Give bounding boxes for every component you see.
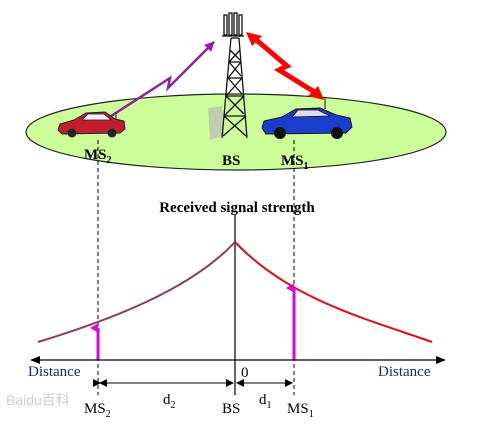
ms2-top-label: MS2 xyxy=(84,147,112,166)
tower-shadow xyxy=(208,106,224,140)
distance-left-label: Distance xyxy=(28,364,81,380)
ms1-bottom-label: MS1 xyxy=(287,401,314,420)
link-to-ms1-lightning xyxy=(252,36,318,96)
distance-axis-right-arrow xyxy=(436,356,446,364)
signal-curve-left xyxy=(37,241,236,343)
ms1-car-icon xyxy=(261,97,353,139)
bs-bottom-label: BS xyxy=(222,401,240,417)
bs-top-label: BS xyxy=(222,153,240,169)
signal-curve-right xyxy=(234,241,433,343)
base-station-tower-icon xyxy=(221,12,248,139)
d2-left-arrowhead xyxy=(99,379,107,387)
zero-label: 0 xyxy=(241,365,249,381)
d1-label: d1 xyxy=(259,392,272,411)
distance-axis-left-arrow xyxy=(30,356,40,364)
d1-left-arrowhead xyxy=(236,379,244,387)
ms1-top-label: MS1 xyxy=(281,153,309,172)
ms2-car-icon xyxy=(57,111,126,138)
cell-coverage-ellipse xyxy=(25,93,447,171)
baidu-watermark: Baidu百科 xyxy=(6,392,70,408)
link-to-ms1-arrowhead-top xyxy=(246,32,262,46)
d2-label: d2 xyxy=(163,392,176,411)
diagram-title: Received signal strength xyxy=(159,200,315,216)
link-to-ms2-lightning xyxy=(104,41,215,122)
ms2-bottom-label: MS2 xyxy=(84,401,111,420)
distance-right-label: Distance xyxy=(378,364,431,380)
link-to-ms1-arrowhead-bottom xyxy=(308,86,324,100)
